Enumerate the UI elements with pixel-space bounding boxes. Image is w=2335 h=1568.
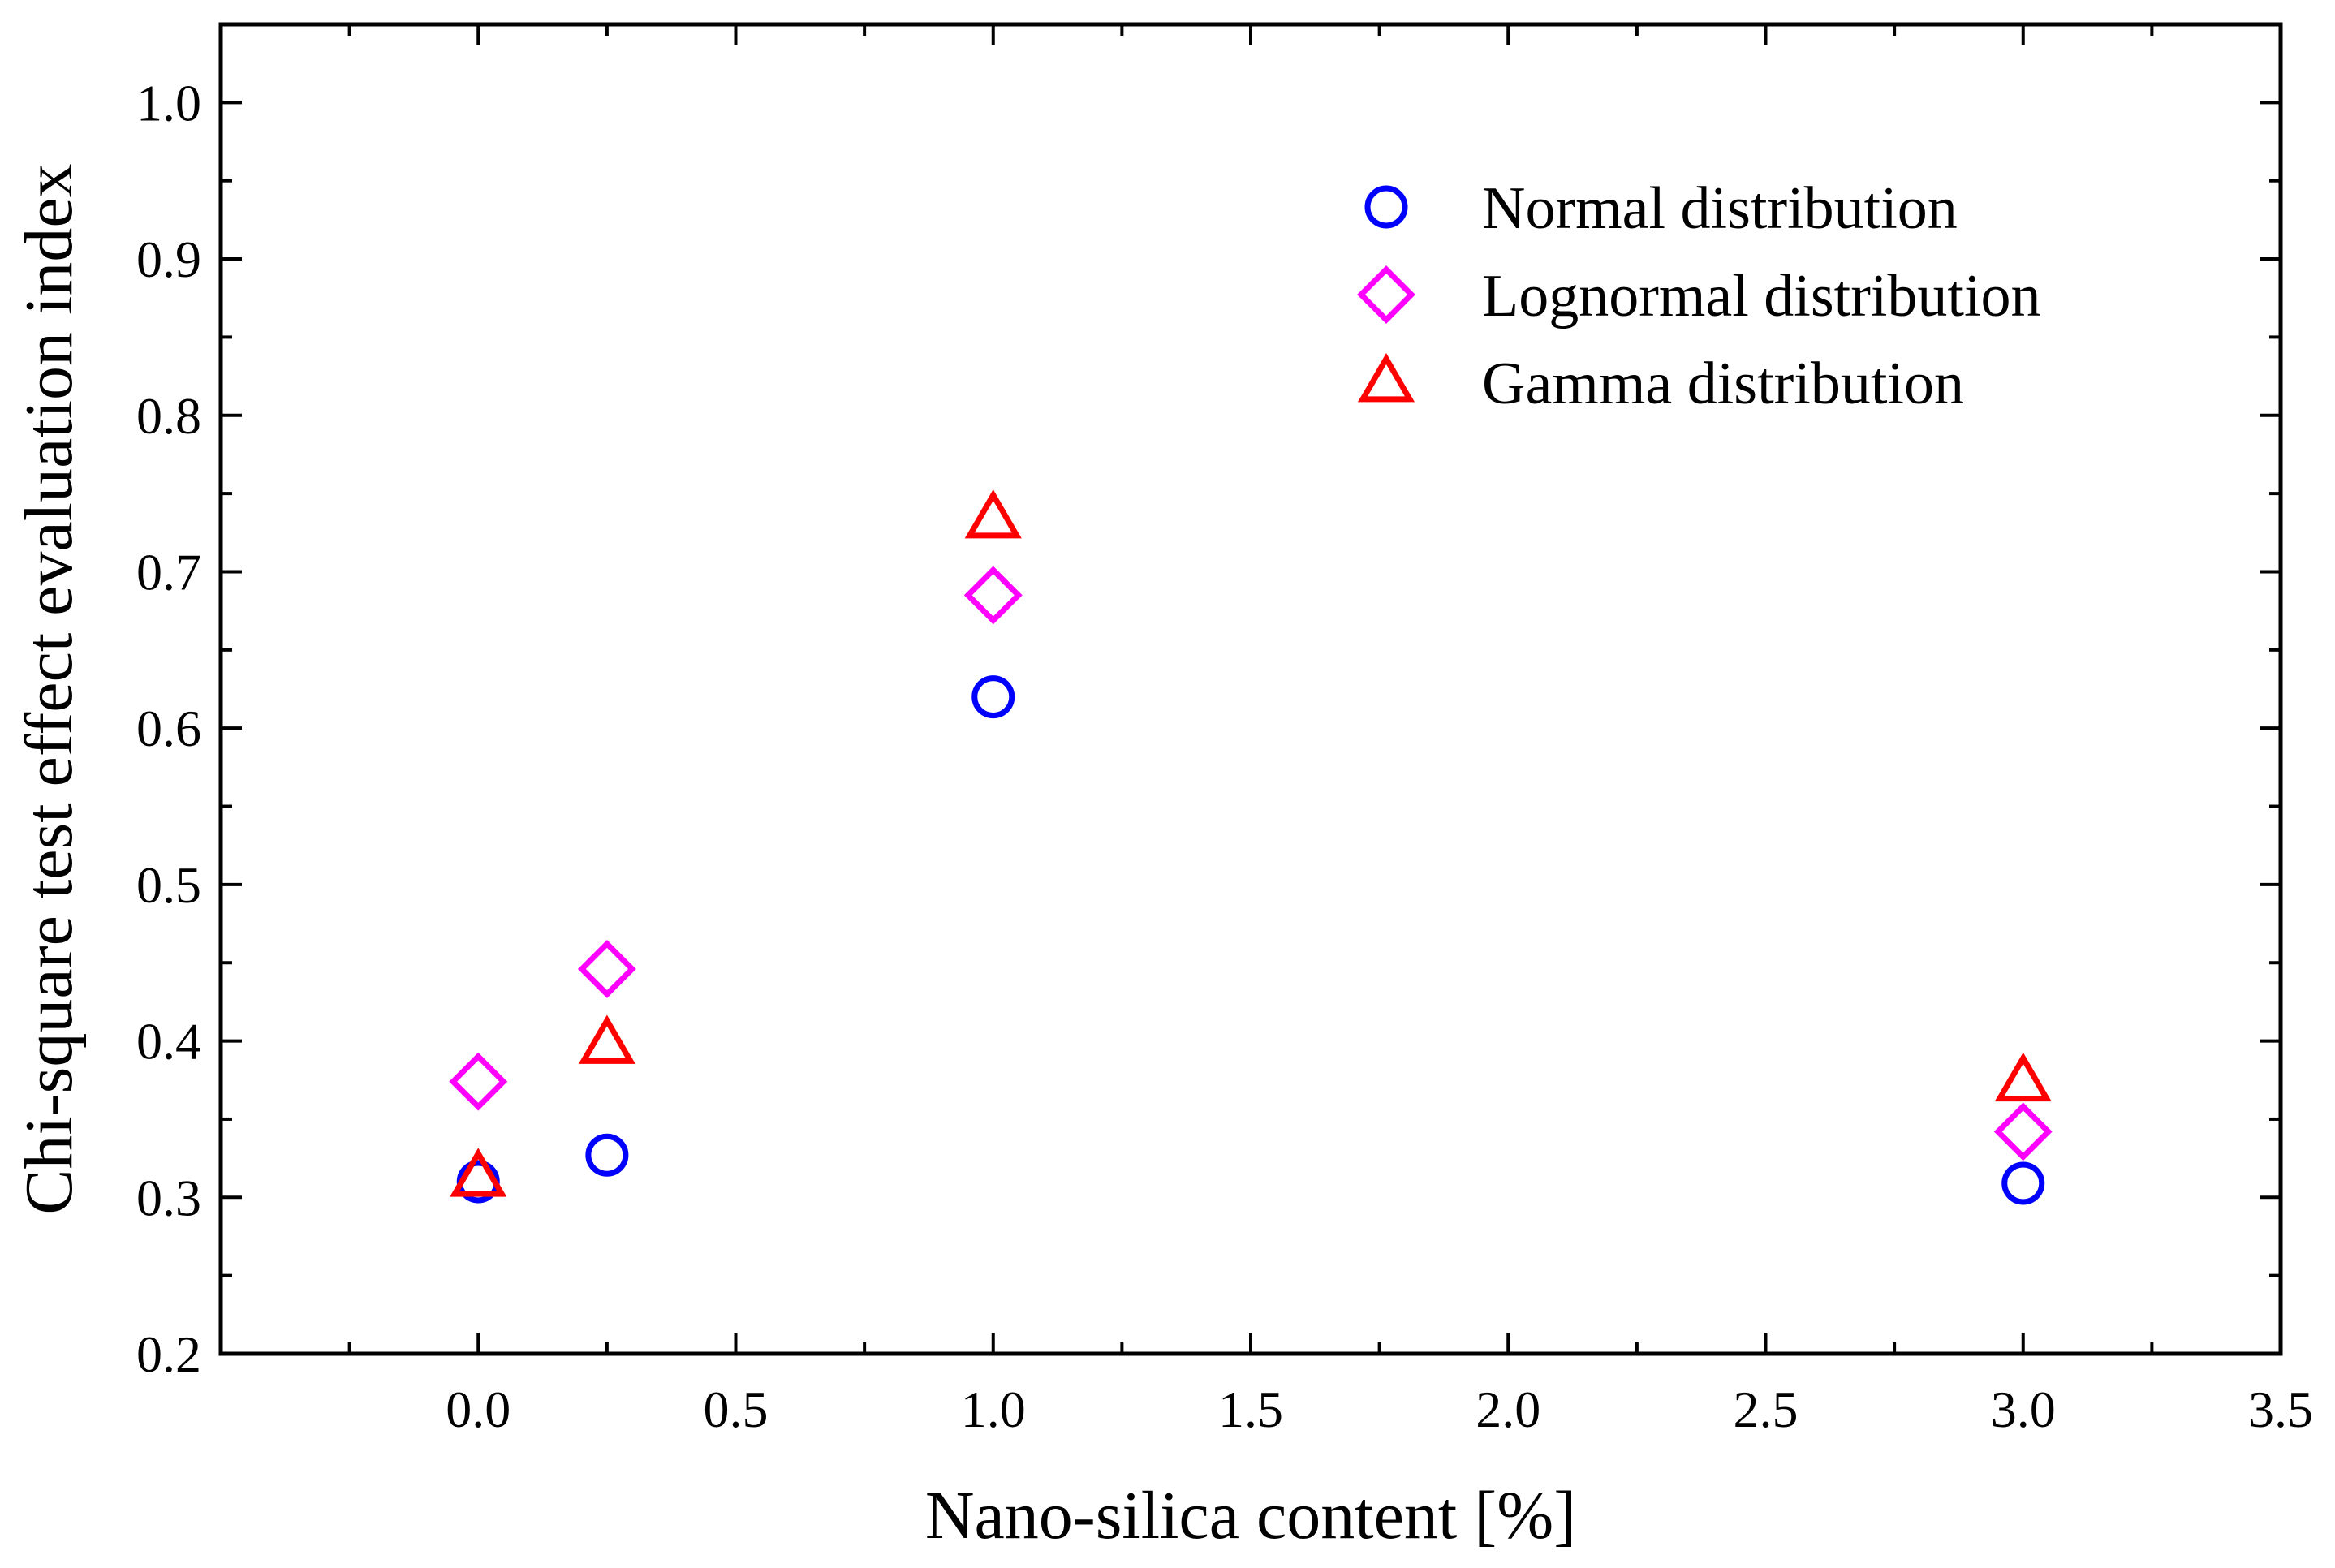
legend-marker-triangle bbox=[1357, 353, 1415, 403]
legend: Normal distribution Lognormal distributio… bbox=[1357, 175, 2041, 417]
y-tick-label: 1.0 bbox=[136, 74, 201, 131]
x-tick-label: 0.5 bbox=[704, 1381, 769, 1438]
data-point-triangle bbox=[450, 1148, 507, 1197]
data-point-circle bbox=[585, 1133, 629, 1177]
x-tick-label: 1.5 bbox=[1218, 1381, 1283, 1438]
y-axis-title: Chi-square test effect evaluation index bbox=[11, 163, 87, 1214]
x-tick-label: 2.5 bbox=[1734, 1381, 1799, 1438]
series-triangle bbox=[450, 489, 2052, 1197]
data-point-triangle bbox=[964, 489, 1022, 539]
x-tick-label: 2.0 bbox=[1476, 1381, 1540, 1438]
y-tick-label: 0.5 bbox=[136, 856, 201, 914]
x-axis-title: Nano-silica content [%] bbox=[925, 1478, 1576, 1553]
y-tick-label: 0.3 bbox=[136, 1169, 201, 1226]
data-point-diamond bbox=[577, 939, 636, 998]
x-tick-label: 0.0 bbox=[446, 1381, 511, 1438]
x-tick-label: 1.0 bbox=[961, 1381, 1026, 1438]
series-diamond bbox=[449, 566, 2053, 1161]
plot-frame bbox=[218, 22, 2283, 1356]
data-point-circle bbox=[971, 675, 1015, 719]
y-tick-label: 0.8 bbox=[136, 387, 201, 445]
data-point-diamond bbox=[1993, 1102, 2053, 1161]
legend-marker-circle bbox=[1364, 185, 1408, 229]
legend-label: Normal distribution bbox=[1482, 175, 1958, 242]
y-tick-label: 0.6 bbox=[136, 700, 201, 757]
legend-label: Gamma distribution bbox=[1482, 351, 1964, 417]
axis-tick-labels: 0.0 0.5 1.0 1.5 2.0 2.5 3.0 3.5 0.2 0.3 0.4 0.5 0.6 0… bbox=[136, 74, 2313, 1438]
data-point-circle bbox=[2001, 1161, 2045, 1205]
legend-marker-diamond bbox=[1357, 265, 1415, 324]
legend-label: Lognormal distribution bbox=[1482, 263, 2041, 330]
data-markers bbox=[449, 489, 2053, 1205]
data-point-triangle bbox=[1994, 1052, 2052, 1102]
y-tick-label: 0.9 bbox=[136, 230, 201, 288]
x-tick-label: 3.5 bbox=[2248, 1381, 2313, 1438]
data-point-diamond bbox=[449, 1052, 508, 1111]
y-tick-label: 0.2 bbox=[136, 1325, 201, 1383]
y-tick-label: 0.7 bbox=[136, 543, 201, 601]
y-tick-label: 0.4 bbox=[136, 1013, 201, 1070]
data-point-triangle bbox=[578, 1014, 635, 1064]
x-tick-label: 3.0 bbox=[1991, 1381, 2056, 1438]
data-point-diamond bbox=[963, 566, 1023, 625]
